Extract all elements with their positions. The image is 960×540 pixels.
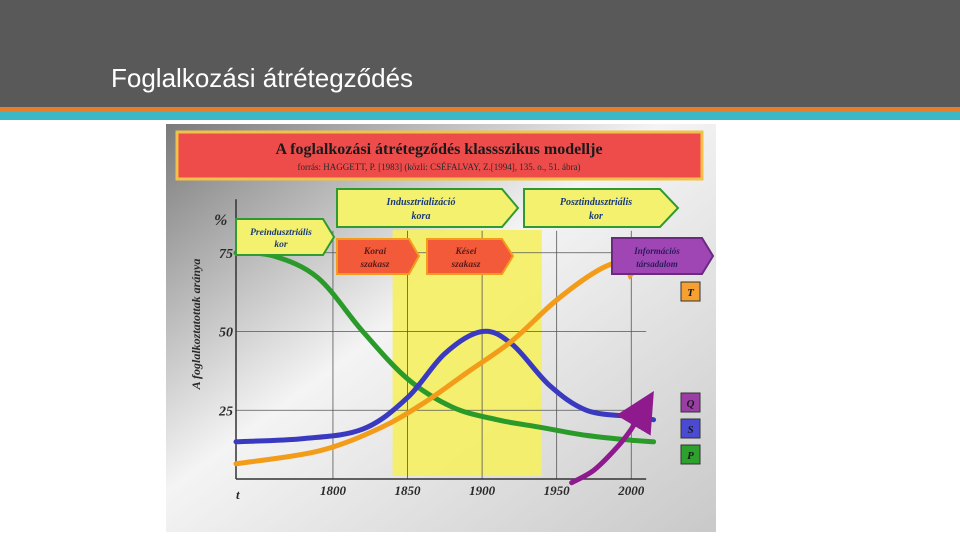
accent-stripe-teal xyxy=(0,112,960,120)
legend-label-P: P xyxy=(687,450,694,462)
chart-svg: A foglalkozási átrétegződés klassszikus … xyxy=(166,124,716,532)
x-unit-label: t xyxy=(236,487,240,502)
legend-label-T: T xyxy=(687,287,695,299)
era-label-postindustrial-1: Posztindusztriális xyxy=(560,197,632,208)
era-arrow-preindustrial: Preindusztriális kor xyxy=(235,218,336,256)
x-tick-label: 2000 xyxy=(617,483,645,498)
y-tick-label: 25 xyxy=(218,404,233,419)
chart-figure: A foglalkozási átrétegződés klassszikus … xyxy=(166,124,716,532)
series-line-S xyxy=(233,328,657,445)
era-label-info-1: Információs xyxy=(633,246,680,256)
era-label-industrialization-2: kora xyxy=(412,211,431,222)
series-line-P xyxy=(233,250,657,445)
era-arrow-postindustrial: Posztindusztriális kor xyxy=(523,188,680,228)
y-tick-label: 50 xyxy=(219,326,233,341)
x-tick-label: 1950 xyxy=(544,483,571,498)
era-label-late-2: szakasz xyxy=(450,260,480,270)
slide-header xyxy=(0,0,960,107)
series-line-Q xyxy=(569,391,654,486)
figure-title: A foglalkozási átrétegződés klassszikus … xyxy=(275,141,602,158)
legend-box-S xyxy=(680,418,701,439)
legend-label-Q: Q xyxy=(687,398,695,410)
era-label-early-1: Korai xyxy=(363,247,387,257)
series-line-T xyxy=(233,242,661,467)
x-tick-label: 1800 xyxy=(320,483,347,498)
legend-box-P xyxy=(680,444,701,465)
y-axis-label: A foglalkoztatottak aránya xyxy=(189,259,203,391)
figure-title-box xyxy=(175,130,704,181)
y-unit-label: % xyxy=(214,212,227,229)
legend-box-Q xyxy=(680,392,701,413)
x-tick-label: 1850 xyxy=(395,483,422,498)
x-tick-label: 1900 xyxy=(469,483,496,498)
accent-stripe-orange xyxy=(0,107,960,112)
figure-source: forrás: HAGGETT, P. [1983] (közli: CSÉFA… xyxy=(298,162,581,172)
era-label-postindustrial-2: kor xyxy=(589,211,603,222)
era-label-late-1: Kései xyxy=(454,247,476,257)
legend-label-S: S xyxy=(687,424,693,436)
era-arrow-information-society: Információs társadalom xyxy=(611,237,715,275)
legend: T Q S P xyxy=(680,281,701,465)
era-label-early-2: szakasz xyxy=(359,260,389,270)
y-tick-labels: 25 50 75 xyxy=(218,247,233,420)
legend-box-T xyxy=(680,281,701,302)
era-arrow-early-stage: Korai szakasz xyxy=(336,238,421,275)
series-group xyxy=(233,242,661,486)
x-tick-labels: 1800 1850 1900 1950 2000 xyxy=(320,483,645,498)
y-tick-label: 75 xyxy=(219,247,233,262)
era-label-info-2: társadalom xyxy=(636,259,678,269)
era-arrow-late-stage: Kései szakasz xyxy=(426,238,515,275)
slide-title: Foglalkozási átrétegződés xyxy=(111,63,414,93)
era-label-preindustrial-2: kor xyxy=(274,240,288,250)
era-label-industrialization-1: Indusztrializáció xyxy=(386,197,456,208)
era-arrow-industrialization: Indusztrializáció kora xyxy=(336,188,520,228)
era-label-preindustrial-1: Preindusztriális xyxy=(250,228,312,238)
